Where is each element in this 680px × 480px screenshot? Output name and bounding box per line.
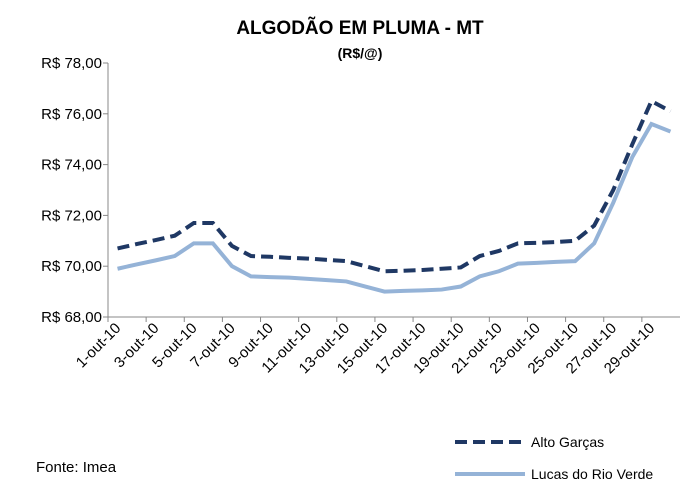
chart-subtitle: (R$/@): [338, 45, 383, 61]
y-tick-label: R$ 72,00: [41, 207, 102, 224]
y-tick-label: R$ 76,00: [41, 106, 102, 123]
legend-label: Alto Garças: [531, 434, 604, 450]
y-tick-label: R$ 68,00: [41, 309, 102, 326]
series-line: [117, 98, 672, 274]
y-tick-label: R$ 78,00: [41, 55, 102, 72]
chart-title: ALGODÃO EM PLUMA - MT: [236, 17, 484, 39]
series-line: [117, 121, 672, 294]
y-tick-label: R$ 70,00: [41, 258, 102, 275]
legend-label: Lucas do Rio Verde: [531, 466, 653, 480]
source: Fonte: Imea: [36, 459, 117, 476]
y-tick-label: R$ 74,00: [41, 157, 102, 174]
